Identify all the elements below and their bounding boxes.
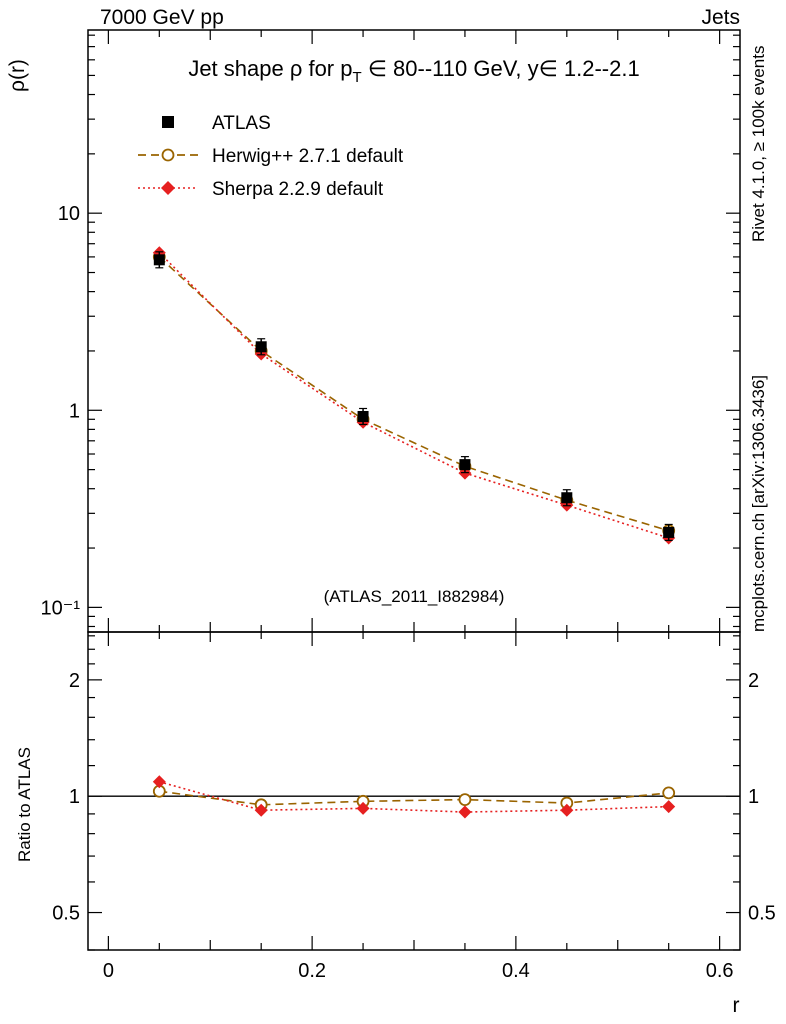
analysis-label: Jets (701, 6, 740, 29)
tick-label: 0.5 (52, 903, 80, 925)
series-ratio-2 (152, 775, 676, 819)
ratio-y-axis-title: Ratio to ATLAS (15, 747, 34, 862)
legend: ATLAS Herwig++ 2.7.1 default Sherpa 2.2.… (138, 113, 404, 200)
legend-marker-herwig (161, 148, 175, 162)
rivet-version-note: Rivet 4.1.0, ≥ 100k events (749, 46, 768, 242)
axis-ticks (88, 30, 740, 951)
series-main-1 (152, 250, 676, 538)
tick-label: 0.2 (298, 960, 326, 982)
tick-label: 2 (69, 670, 80, 692)
tick-label: 2 (748, 670, 759, 692)
legend-label-herwig: Herwig++ 2.7.1 default (212, 146, 404, 167)
series-ratio-1 (152, 784, 676, 812)
tick-label: 10⁻¹ (41, 597, 81, 619)
beam-label: 7000 GeV pp (100, 6, 224, 29)
mcplots-arxiv-note: mcplots.cern.ch [arXiv:1306.3436] (749, 375, 768, 632)
tick-label: 10 (58, 203, 80, 225)
tick-label: 0.5 (748, 903, 776, 925)
series-main-2 (152, 246, 676, 545)
tick-label: 1 (69, 400, 80, 422)
plot-title: Jet shape ρ for pT ∈ 80--110 GeV, y∈ 1.2… (188, 56, 639, 86)
legend-marker-atlas (162, 116, 174, 128)
series-main-data (153, 251, 675, 542)
tick-label: 0.4 (502, 960, 530, 982)
x-axis-title: r (733, 994, 740, 1017)
legend-label-atlas: ATLAS (212, 113, 271, 134)
tick-label: 1 (69, 786, 80, 808)
analysis-id-watermark: (ATLAS_2011_I882984) (324, 587, 505, 606)
axis-tick-labels: 10 1 10⁻¹ 2 2 1 1 0.5 0.5 0 0.2 0.4 0.6 (41, 203, 776, 982)
panel-frames (87, 29, 741, 951)
tick-label: 1 (748, 786, 759, 808)
legend-marker-sherpa (161, 181, 175, 195)
plot-title-sub: T (352, 69, 361, 86)
plot-title-pre: Jet shape ρ for p (188, 56, 352, 81)
tick-label: 0.6 (706, 960, 734, 982)
chart-canvas: 10 1 10⁻¹ 2 2 1 1 0.5 0.5 0 0.2 0.4 0.6 (41, 29, 776, 982)
legend-label-sherpa: Sherpa 2.2.9 default (212, 179, 384, 200)
tick-label: 0 (103, 960, 114, 982)
main-y-axis-title: ρ(r) (6, 59, 29, 92)
plot-title-post: ∈ 80--110 GeV, y∈ 1.2--2.1 (362, 56, 640, 81)
